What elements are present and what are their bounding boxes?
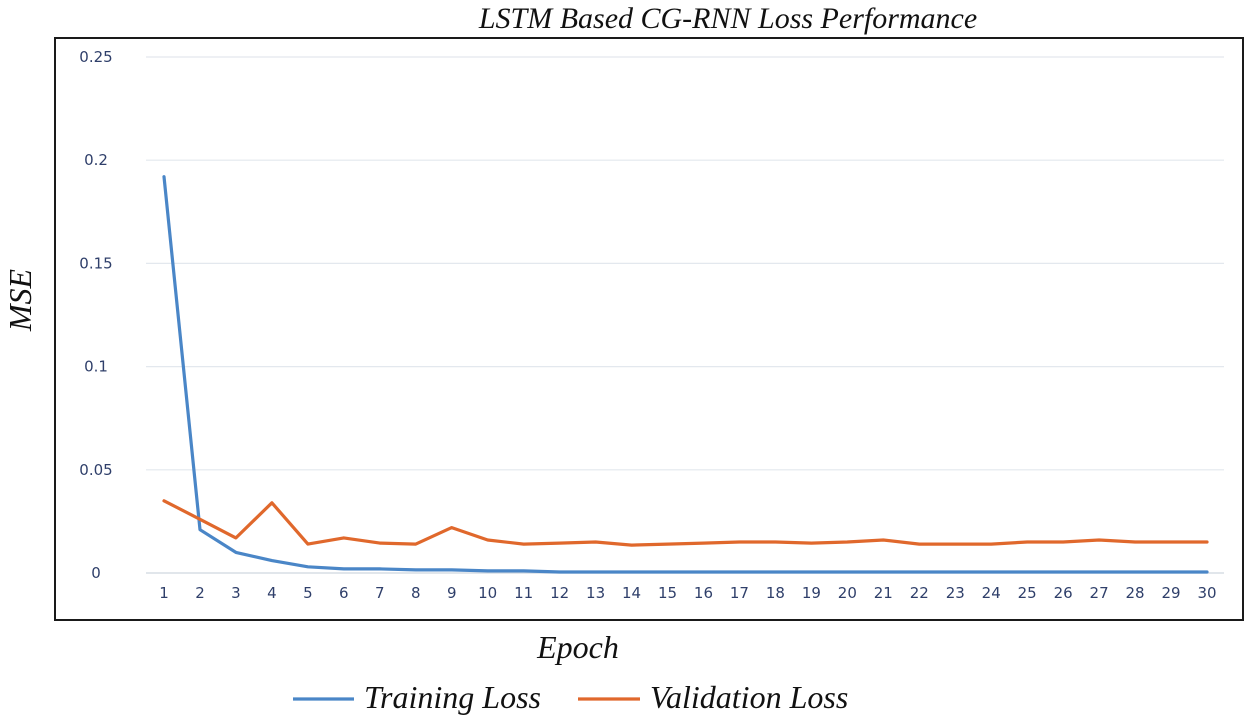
x-tick-label: 28 xyxy=(1126,584,1145,602)
legend: Training Loss Validation Loss xyxy=(293,679,848,715)
series-lines xyxy=(162,175,1209,574)
x-tick-label: 5 xyxy=(303,584,313,602)
x-tick-label: 17 xyxy=(730,584,749,602)
y-tick-label: 0.05 xyxy=(79,461,112,479)
series-line-validation xyxy=(162,499,1209,547)
chart-title: LSTM Based CG-RNN Loss Performance xyxy=(478,2,977,35)
x-tick-label: 22 xyxy=(910,584,929,602)
x-tick-label: 15 xyxy=(658,584,677,602)
x-tick-label: 6 xyxy=(339,584,349,602)
x-tick-label: 13 xyxy=(586,584,605,602)
x-tick-label: 24 xyxy=(982,584,1001,602)
y-axis-ticks: 0 0.05 0.1 0.15 0.2 0.25 xyxy=(79,48,112,582)
x-tick-label: 8 xyxy=(411,584,421,602)
x-tick-label: 23 xyxy=(946,584,965,602)
x-axis-label: Epoch xyxy=(536,629,619,665)
x-tick-label: 10 xyxy=(478,584,497,602)
legend-label: Validation Loss xyxy=(650,679,848,715)
x-tick-label: 29 xyxy=(1161,584,1180,602)
x-tick-label: 20 xyxy=(838,584,857,602)
y-tick-label: 0.15 xyxy=(79,254,112,272)
x-tick-label: 12 xyxy=(550,584,569,602)
x-tick-label: 30 xyxy=(1197,584,1216,602)
x-tick-label: 27 xyxy=(1090,584,1109,602)
x-tick-label: 3 xyxy=(231,584,241,602)
y-tick-label: 0.1 xyxy=(84,358,108,376)
x-tick-label: 21 xyxy=(874,584,893,602)
legend-label: Training Loss xyxy=(364,679,541,715)
series-line-training xyxy=(162,175,1209,574)
y-tick-label: 0 xyxy=(91,564,101,582)
x-tick-label: 16 xyxy=(694,584,713,602)
x-axis-ticks: 1 2 3 4 5 6 7 8 9 10 11 12 13 14 15 16 17 18 19 20 21 22 23 24 2… xyxy=(159,584,1216,602)
x-tick-label: 26 xyxy=(1054,584,1073,602)
x-tick-label: 7 xyxy=(375,584,385,602)
x-tick-label: 11 xyxy=(514,584,533,602)
gridlines xyxy=(146,56,1224,574)
x-tick-label: 1 xyxy=(159,584,169,602)
x-tick-label: 25 xyxy=(1018,584,1037,602)
y-axis-label: MSE xyxy=(2,268,38,332)
x-tick-label: 14 xyxy=(622,584,641,602)
x-tick-label: 18 xyxy=(766,584,785,602)
x-tick-label: 4 xyxy=(267,584,277,602)
plot-frame xyxy=(54,37,1244,621)
x-tick-label: 19 xyxy=(802,584,821,602)
y-tick-label: 0.25 xyxy=(79,48,112,66)
y-tick-label: 0.2 xyxy=(84,151,108,169)
x-tick-label: 2 xyxy=(195,584,205,602)
x-tick-label: 9 xyxy=(447,584,457,602)
